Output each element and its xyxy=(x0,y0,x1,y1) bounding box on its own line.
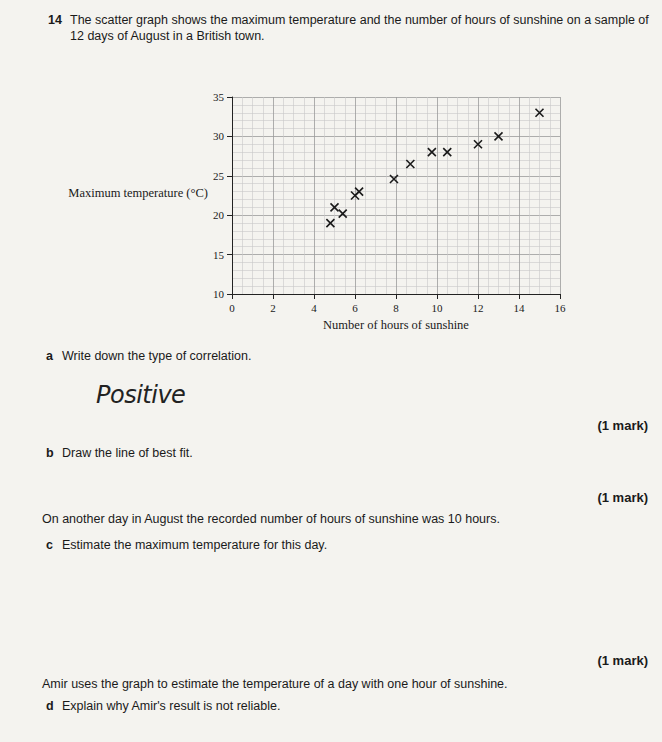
html-text:14: 14 xyxy=(48,13,62,27)
svg-text:35: 35 xyxy=(213,91,225,103)
svg-text:8: 8 xyxy=(393,302,399,314)
svg-text:15: 15 xyxy=(213,249,225,261)
html-text:Explain why Amir's result is n: Explain why Amir's result is not reliabl… xyxy=(62,699,281,713)
svg-text:4: 4 xyxy=(311,302,317,314)
html-text:(1 mark): (1 mark) xyxy=(597,490,648,505)
html-text:Amir uses the graph to estimat: Amir uses the graph to estimate the temp… xyxy=(42,677,508,691)
svg-text:30: 30 xyxy=(213,130,225,142)
html-text:Draw the line of best fit.: Draw the line of best fit. xyxy=(62,446,193,460)
svg-text:12: 12 xyxy=(473,302,484,314)
html-text:(1 mark): (1 mark) xyxy=(597,418,648,433)
html-text:(1 mark): (1 mark) xyxy=(597,653,648,668)
html-text:c: c xyxy=(46,538,53,552)
html-text:The scatter graph shows the ma: The scatter graph shows the maximum temp… xyxy=(70,13,649,43)
svg-text:16: 16 xyxy=(555,302,567,314)
html-text:b: b xyxy=(46,446,54,460)
svg-text:14: 14 xyxy=(514,302,526,314)
svg-text:6: 6 xyxy=(352,302,358,314)
svg-text:Number of hours of sunshine: Number of hours of sunshine xyxy=(323,318,469,332)
html-text:Maximum temperature (°C): Maximum temperature (°C) xyxy=(68,186,208,200)
html-text:On another day in August the r: On another day in August the recorded nu… xyxy=(42,512,500,526)
svg-text:25: 25 xyxy=(213,170,225,182)
svg-text:2: 2 xyxy=(270,302,276,314)
svg-text:10: 10 xyxy=(213,288,225,300)
svg-text:0: 0 xyxy=(229,302,235,314)
html-text:Write down the type of correla: Write down the type of correlation. xyxy=(62,349,252,363)
html-text:a: a xyxy=(46,349,53,363)
svg-text:10: 10 xyxy=(432,302,444,314)
html-text:Positive: Positive xyxy=(96,381,186,409)
html-text:Estimate the maximum temperatu: Estimate the maximum temperature for thi… xyxy=(62,538,328,552)
html-text:d: d xyxy=(46,699,54,713)
svg-text:20: 20 xyxy=(213,209,225,221)
